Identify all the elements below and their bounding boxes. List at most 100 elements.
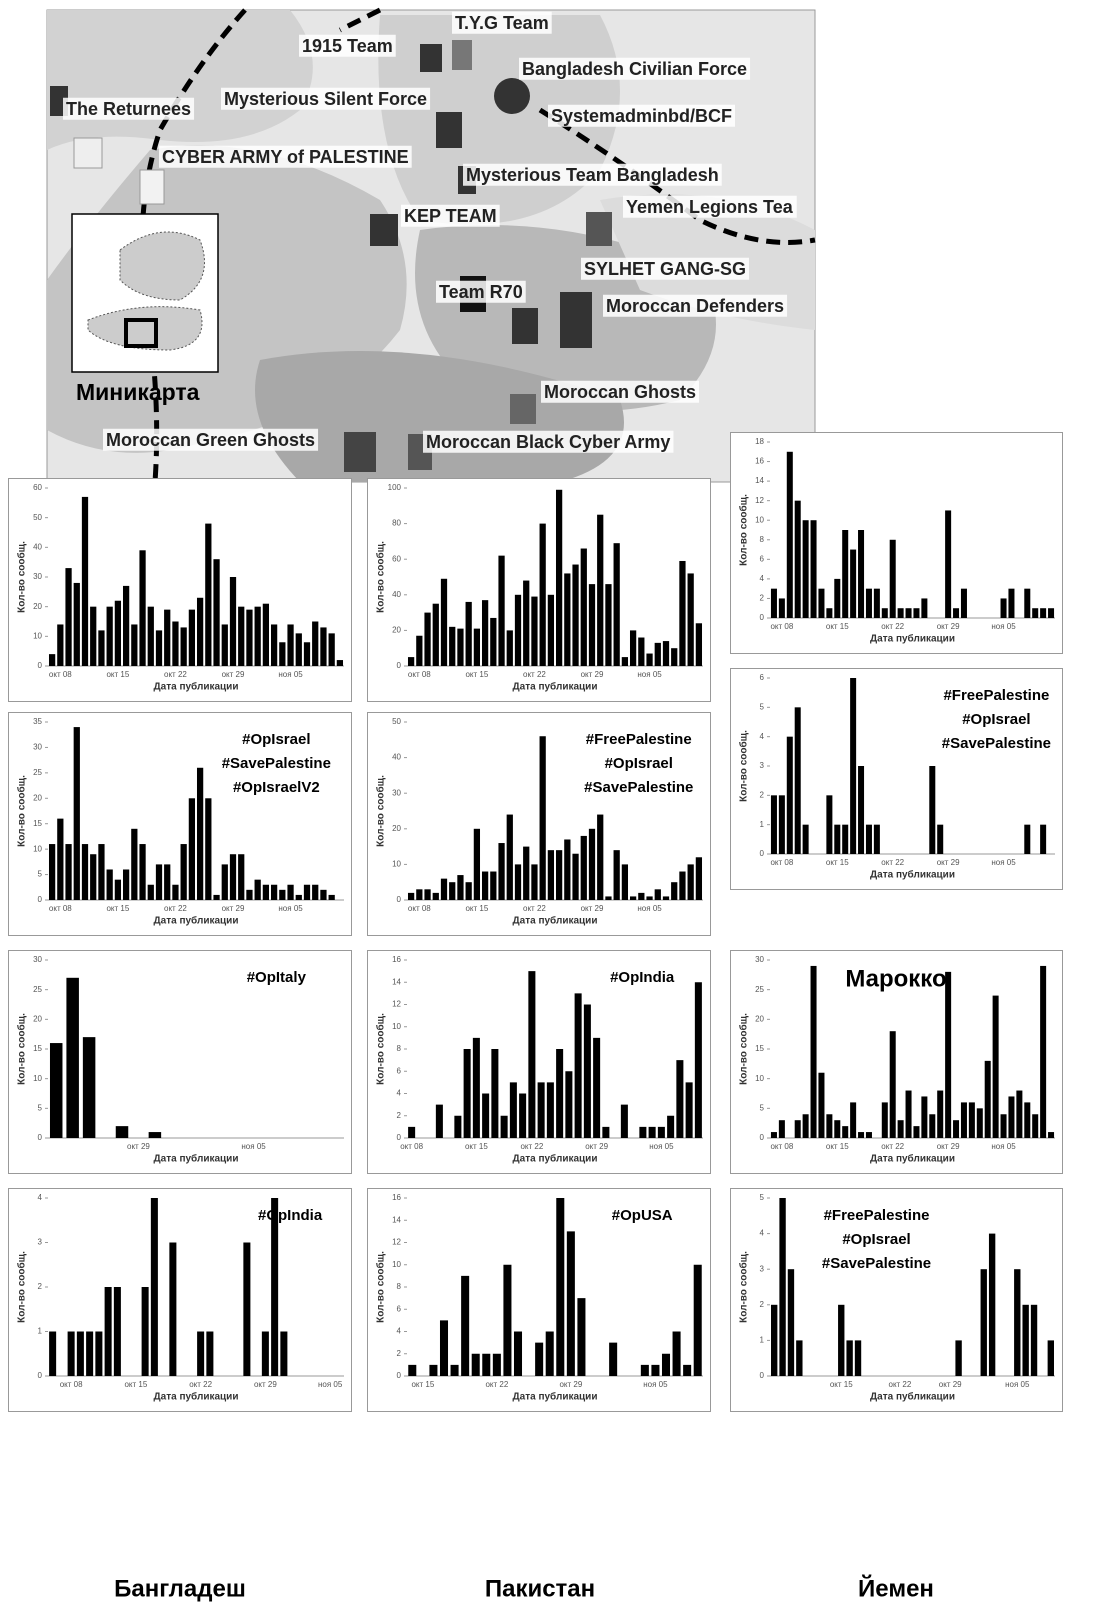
y-tick-label: 10 — [33, 631, 42, 640]
icon — [560, 292, 592, 348]
bar — [329, 895, 335, 900]
y-tick-label: 4 — [38, 1193, 43, 1202]
bar — [779, 795, 785, 854]
map-label: 1915 Team — [302, 36, 393, 56]
bar — [523, 581, 529, 666]
x-tick-label: ноя 05 — [649, 1142, 674, 1151]
x-tick-label: окт 22 — [881, 858, 904, 867]
bar — [1024, 825, 1030, 854]
bar — [82, 497, 88, 666]
bar — [482, 1354, 490, 1376]
y-tick-label: 10 — [755, 515, 764, 524]
y-tick-label: 1 — [38, 1327, 43, 1336]
y-tick-label: 30 — [755, 955, 764, 964]
bar — [556, 1198, 564, 1376]
y-tick-label: 0 — [397, 895, 402, 904]
bar — [696, 857, 702, 900]
bar — [1040, 825, 1046, 854]
y-tick-label: 3 — [38, 1238, 43, 1247]
bar — [164, 610, 170, 666]
bar — [1048, 1132, 1054, 1138]
x-tick-label: ноя 05 — [991, 622, 1016, 631]
chart-panel: 051015202530окт 29ноя 05Дата публикацииК… — [9, 951, 352, 1174]
bar — [424, 889, 430, 900]
x-tick-label: окт 15 — [106, 904, 129, 913]
x-axis-label: Дата публикации — [870, 633, 955, 645]
x-axis-label: Дата публикации — [870, 1391, 955, 1403]
bar — [597, 815, 603, 900]
x-tick-label: окт 08 — [49, 670, 72, 679]
y-tick-label: 2 — [38, 1282, 43, 1291]
y-tick-label: 20 — [392, 626, 401, 635]
bar — [846, 1340, 852, 1376]
bar — [688, 573, 694, 666]
region-label: Йемен — [858, 1574, 934, 1602]
y-tick-label: 6 — [760, 554, 765, 563]
bar — [74, 727, 80, 900]
bar — [466, 602, 472, 666]
bar — [686, 1082, 693, 1138]
bar — [621, 1105, 628, 1138]
bar — [695, 982, 702, 1138]
bar — [172, 622, 178, 667]
x-tick-label: окт 22 — [881, 1142, 904, 1151]
y-tick-label: 4 — [760, 1229, 765, 1238]
bar — [77, 1332, 84, 1377]
y-tick-label: 6 — [397, 1304, 402, 1313]
x-tick-label: окт 15 — [826, 622, 849, 631]
bar — [149, 1132, 161, 1138]
y-tick-label: 25 — [33, 768, 42, 777]
bar — [114, 1287, 121, 1376]
map-label: KEP TEAM — [404, 206, 497, 226]
bar — [337, 660, 343, 666]
x-tick-label: ноя 05 — [991, 1142, 1016, 1151]
bar — [771, 1132, 777, 1138]
bar — [811, 966, 817, 1138]
bar — [581, 549, 587, 666]
y-tick-label: 20 — [33, 602, 42, 611]
bar — [874, 825, 880, 854]
y-tick-label: 14 — [392, 977, 401, 986]
bar — [74, 583, 80, 666]
bar — [834, 825, 840, 854]
y-tick-label: 25 — [33, 985, 42, 994]
bar — [622, 864, 628, 900]
bar — [172, 885, 178, 900]
bar — [548, 595, 554, 666]
bar — [556, 850, 562, 900]
bar — [929, 766, 935, 854]
y-axis-label: Кол-во сообщ. — [738, 494, 750, 566]
y-axis-label: Кол-во сообщ. — [375, 1251, 387, 1323]
bar — [1048, 1340, 1054, 1376]
bar — [416, 889, 422, 900]
x-tick-label: окт 22 — [523, 904, 546, 913]
bar — [649, 1127, 656, 1138]
bar — [602, 1127, 609, 1138]
bar — [679, 872, 685, 900]
bar — [131, 624, 137, 666]
bar — [115, 601, 121, 666]
bar — [90, 607, 96, 666]
bar — [189, 798, 195, 900]
y-axis-label: Кол-во сообщ. — [738, 1013, 750, 1085]
bar — [205, 798, 211, 900]
x-tick-label: окт 08 — [770, 1142, 793, 1151]
bar — [630, 630, 636, 666]
bar — [304, 885, 310, 900]
map-label: The Returnees — [66, 99, 191, 119]
bar — [694, 1265, 702, 1376]
y-tick-label: 0 — [38, 895, 43, 904]
y-axis-label: Кол-во сообщ. — [738, 730, 750, 802]
bar — [49, 654, 55, 666]
map-label: CYBER ARMY of PALESTINE — [162, 147, 409, 167]
annotation: #OpIsrael — [605, 755, 673, 772]
y-tick-label: 0 — [397, 661, 402, 670]
bar — [565, 1071, 572, 1138]
bar — [493, 1354, 501, 1376]
chart-panel: 0246810121416окт 08окт 15окт 22окт 29ноя… — [368, 951, 711, 1174]
bar — [818, 589, 824, 618]
bar — [890, 1031, 896, 1138]
x-tick-label: окт 22 — [889, 1380, 912, 1389]
annotation: #SavePalestine — [584, 779, 693, 796]
bar — [507, 815, 513, 900]
